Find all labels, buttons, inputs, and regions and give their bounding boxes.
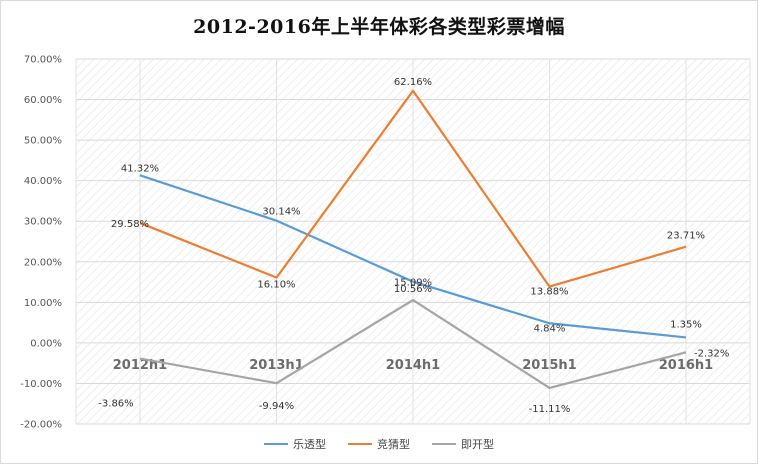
data-label: 23.71% [667,231,705,242]
series-line [139,174,687,339]
x-tick-label: 2014h1 [386,358,440,373]
legend: 乐透型 竞猜型 即开型 [0,436,758,452]
legend-swatch [348,443,372,445]
data-label: -9.94% [259,401,294,412]
data-label: 15.09% [394,278,432,289]
data-label: -3.86% [98,399,133,410]
legend-item: 乐透型 [264,436,326,452]
y-tick-label: 10.00% [24,298,62,309]
y-tick-label: 70.00% [24,55,62,66]
x-tick-label: 2013h1 [249,358,303,373]
data-label: 4.84% [534,323,566,334]
series-line [139,298,687,390]
legend-item: 即开型 [432,436,494,452]
data-label: 1.35% [670,319,702,330]
y-tick-label: 30.00% [24,217,62,228]
x-tick-label: 2015h1 [522,358,576,373]
x-tick-label: 2012h1 [113,358,167,373]
chart-title: 2012-2016年上半年体彩各类型彩票增幅 [193,16,565,38]
legend-swatch [264,443,288,445]
data-label: 41.32% [121,163,159,174]
data-label: 62.16% [394,77,432,88]
legend-swatch [432,443,456,445]
y-tick-label: -20.00% [20,420,62,431]
legend-label: 乐透型 [293,438,326,451]
legend-item: 竞猜型 [348,436,410,452]
data-label: 16.10% [257,280,295,291]
y-tick-label: 60.00% [24,95,62,106]
data-label: 13.88% [530,287,568,298]
y-tick-label: 20.00% [24,257,62,268]
data-label: 29.58% [111,219,149,230]
y-tick-label: 40.00% [24,176,62,187]
data-label: -2.32% [694,348,729,359]
data-label: 30.14% [262,207,300,218]
series-line [139,89,687,288]
data-label: 10.56% [394,284,432,295]
data-label: -11.11% [529,404,571,415]
y-tick-label: 0.00% [30,338,62,349]
y-tick-label: 50.00% [24,136,62,147]
legend-label: 竞猜型 [377,438,410,451]
x-tick-label: 2016h1 [659,358,713,373]
legend-label: 即开型 [461,438,494,451]
y-tick-label: -10.00% [20,379,62,390]
